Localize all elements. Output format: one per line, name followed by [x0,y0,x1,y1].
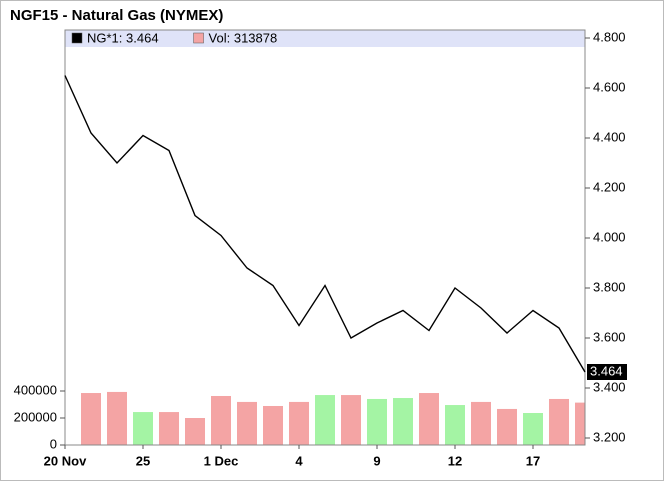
volume-bar [237,401,257,445]
last-value-box [587,364,627,380]
y-tick-label: 4.800 [593,29,626,44]
volume-bar [393,398,413,445]
legend-swatch [71,32,83,44]
volume-bar [419,393,439,445]
volume-bar [549,398,569,445]
y2-tick-label: 200000 [14,409,57,424]
volume-bar [367,398,387,445]
x-tick-label: 4 [295,453,303,468]
volume-bar [497,408,517,445]
volume-bar [523,413,543,445]
chart-title: NGF15 - Natural Gas (NYMEX) [10,7,223,24]
volume-bar [445,405,465,445]
y-tick-label: 4.400 [593,129,626,144]
x-tick-label: 1 Dec [204,453,239,468]
volume-bar [159,412,179,445]
volume-bar [341,395,361,445]
y-tick-label: 3.800 [593,279,626,294]
volume-bar [315,395,335,445]
legend-label: NG*1: 3.464 [87,30,159,45]
y-tick-label: 3.200 [593,429,626,444]
x-tick-label: 20 Nov [44,453,87,468]
price-line [64,75,586,373]
legend-label: Vol: 313878 [209,30,278,45]
volume-bar [81,393,101,445]
y-tick-label: 3.400 [593,379,626,394]
last-value-label: 3.464 [590,363,623,378]
x-tick-label: 12 [448,453,462,468]
x-tick-label: 17 [526,453,540,468]
volume-bar [185,417,205,445]
volume-bar [471,401,491,445]
volume-bar [289,401,309,445]
x-tick-label: 25 [136,453,150,468]
volume-bar [263,405,283,445]
y-tick-label: 3.600 [593,329,626,344]
volume-bar [211,395,231,445]
x-tick-label: 9 [373,453,380,468]
volume-bar [575,402,585,445]
y-tick-label: 4.600 [593,79,626,94]
volume-bar [107,391,127,445]
y2-tick-label: 0 [50,436,57,451]
y-tick-label: 4.200 [593,179,626,194]
y-tick-label: 4.000 [593,229,626,244]
legend-swatch [193,32,204,44]
volume-bar [133,412,153,445]
y2-tick-label: 400000 [14,382,57,397]
